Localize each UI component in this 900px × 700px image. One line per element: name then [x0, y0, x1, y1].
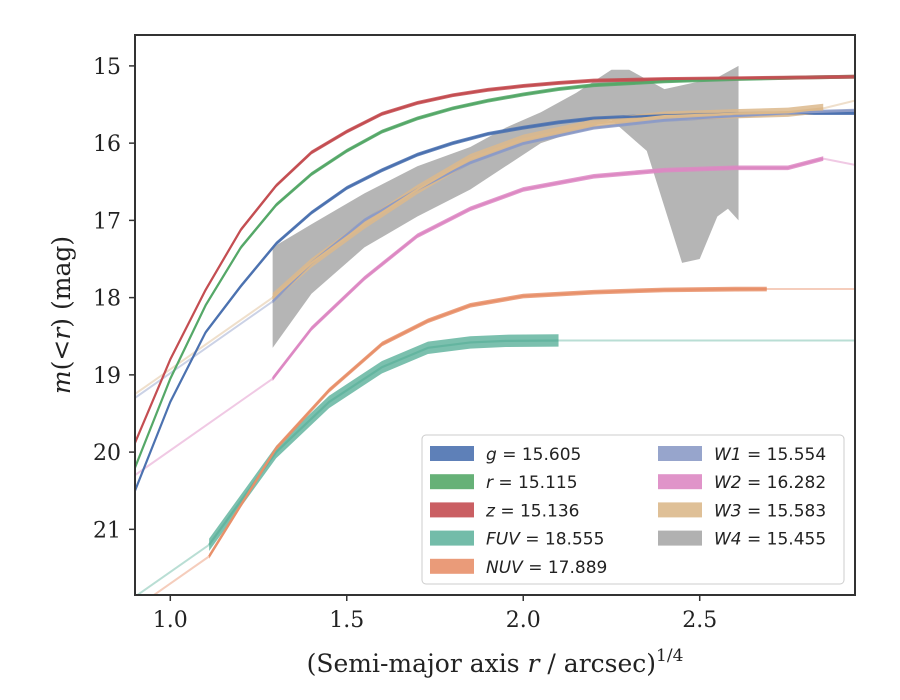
legend-swatch-fuv [430, 530, 474, 546]
legend-label-fuv: FUV = 18.555 [486, 530, 604, 550]
legend-value-fuv: = 18.555 [520, 530, 605, 550]
x-axis-title-var: r [528, 649, 542, 678]
legend-var-nuv: NUV [486, 558, 524, 578]
legend-var-w3: W3 [714, 501, 742, 521]
legend-swatch-w4 [658, 530, 702, 546]
legend-value-g: = 15.605 [497, 445, 582, 465]
series-leadin-fuv [135, 543, 210, 595]
series-band-r [135, 74, 855, 470]
series-leadin-w2 [135, 377, 274, 476]
series-extensions [135, 99, 855, 595]
legend-var-r: r [486, 473, 494, 493]
legend-value-nuv: = 17.889 [523, 558, 608, 578]
legend-swatch-w2 [658, 474, 702, 490]
legend-swatch-nuv [430, 558, 474, 574]
y-axis-title-open: ( [47, 361, 76, 371]
legend-label-w1: W1 = 15.554 [714, 445, 826, 465]
legend-label-g: g = 15.605 [486, 445, 581, 465]
plot-frame [134, 34, 856, 596]
series-line-r [135, 75, 855, 468]
legend-var-w2: W2 [714, 473, 742, 493]
series-lines [135, 75, 855, 557]
series-line-z [135, 75, 855, 444]
series-band-w2 [272, 156, 824, 382]
y-axis-title-lt: < [47, 340, 76, 361]
legend-label-nuv: NUV = 17.889 [486, 558, 607, 578]
legend-var-z: z [485, 501, 496, 521]
legend-value-w3: = 15.583 [742, 501, 827, 521]
legend-var-w1: W1 [714, 445, 742, 465]
y-tick-label: 17 [93, 209, 121, 234]
y-axis-title-close: ) [47, 318, 76, 328]
x-axis-title-post: / arcsec) [539, 649, 656, 678]
x-tick-label: 2.5 [682, 608, 717, 633]
series-leadin-w1 [135, 300, 274, 399]
y-axis-title: m(<r) (mag) [47, 236, 76, 394]
x-tick-label: 2.0 [506, 608, 541, 633]
y-axis-title-var: m [47, 370, 76, 394]
series-leadin-nuv [152, 555, 210, 595]
series-band-w4 [272, 65, 739, 348]
x-axis-title: (Semi-major axis r / arcsec)1/4 [307, 646, 684, 678]
y-tick-label: 15 [93, 55, 121, 80]
legend-label-w3: W3 = 15.583 [714, 501, 826, 521]
y-tick-label: 19 [93, 364, 121, 389]
series-line-nuv [208, 287, 767, 557]
legend-value-w4: = 15.455 [742, 530, 827, 550]
legend-swatch-r [430, 474, 474, 490]
legend-value-w2: = 16.282 [742, 473, 827, 493]
series-line-w3 [271, 107, 824, 299]
legend-label-w4: W4 = 15.455 [714, 530, 826, 550]
y-tick-label: 16 [93, 132, 121, 157]
legend-label-w2: W2 = 16.282 [714, 473, 826, 493]
x-axis-title-pre: (Semi-major axis [307, 649, 528, 678]
series-leadin-w3 [135, 296, 274, 395]
legend-label-z: z = 15.136 [485, 501, 579, 521]
y-axis-title-unit: (mag) [47, 236, 76, 318]
legend-var-w4: W4 [714, 530, 742, 550]
series-line-w1 [271, 109, 855, 303]
x-axis-ticks: 1.0 1.5 2.0 2.5 [153, 595, 717, 633]
y-tick-label: 20 [93, 441, 121, 466]
y-axis-ticks: 15 16 17 18 19 20 21 [93, 55, 135, 543]
legend-box [421, 434, 845, 585]
legend-value-r: = 15.115 [493, 473, 578, 493]
series-extension-w2 [823, 157, 855, 166]
series-band-z [135, 74, 855, 445]
legend-swatch-w1 [658, 446, 702, 461]
legend-swatch-z [430, 502, 474, 518]
legend-value-z: = 15.136 [495, 501, 580, 521]
series-line-w2 [271, 157, 824, 380]
series-line-fuv [208, 339, 559, 546]
series-extension-w3 [822, 99, 855, 110]
y-tick-label: 21 [93, 518, 121, 543]
legend-var-g: g [486, 445, 497, 465]
y-tick-label: 18 [93, 287, 121, 312]
legend-var-fuv: FUV [486, 530, 521, 550]
x-axis-title-sup: 1/4 [656, 646, 683, 666]
legend-swatch-w3 [658, 502, 702, 518]
legend-value-w1: = 15.554 [742, 445, 827, 465]
legend-swatch-g [430, 446, 474, 461]
legend-label-r: r = 15.115 [486, 473, 578, 493]
x-tick-label: 1.5 [329, 608, 364, 633]
x-tick-label: 1.0 [153, 608, 188, 633]
y-axis-title-var2: r [47, 326, 76, 340]
